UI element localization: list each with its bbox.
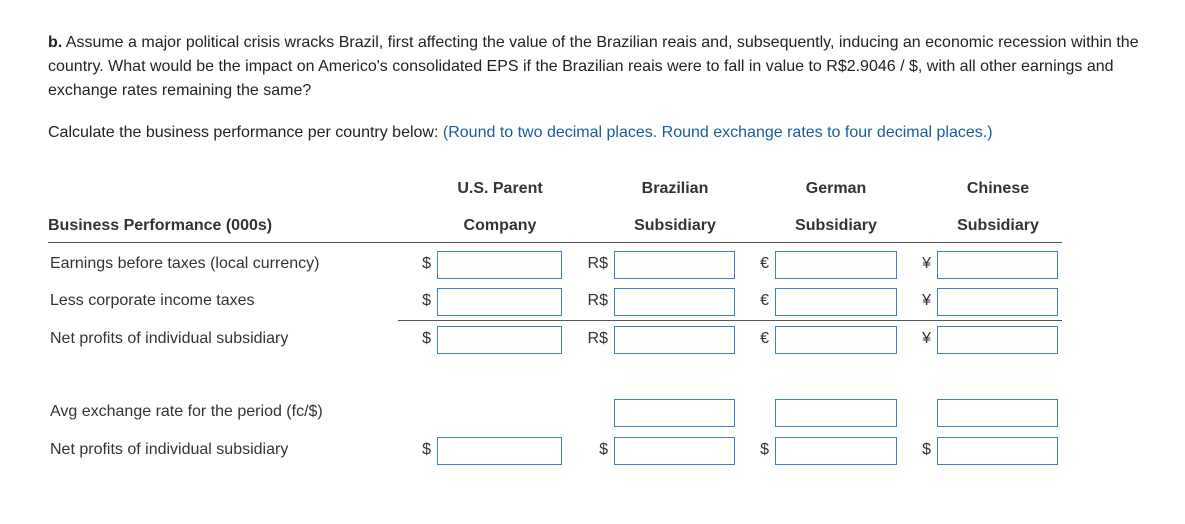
instruction: Calculate the business performance per c… bbox=[48, 121, 1158, 145]
answer-input[interactable] bbox=[775, 288, 897, 316]
answer-input[interactable] bbox=[937, 399, 1058, 427]
answer-input[interactable] bbox=[937, 288, 1058, 316]
question-text: Assume a major political crisis wracks B… bbox=[48, 34, 1139, 99]
column-header-top: U.S. Parent bbox=[457, 180, 543, 197]
currency-unit: € bbox=[760, 330, 769, 347]
answer-input[interactable] bbox=[775, 437, 897, 465]
currency-unit: ¥ bbox=[922, 255, 931, 272]
answer-input[interactable] bbox=[614, 399, 735, 427]
currency-unit: € bbox=[760, 292, 769, 309]
currency-unit: $ bbox=[422, 255, 431, 272]
column-header-top: Chinese bbox=[966, 180, 1030, 197]
currency-unit: R$ bbox=[587, 292, 608, 309]
answer-input[interactable] bbox=[614, 288, 735, 316]
row-label: Net profits of individual subsidiary bbox=[50, 441, 289, 458]
answer-input[interactable] bbox=[775, 251, 897, 279]
answer-input[interactable] bbox=[937, 437, 1058, 465]
answer-input[interactable] bbox=[437, 251, 562, 279]
instruction-text: Calculate the business performance per c… bbox=[48, 124, 439, 141]
currency-unit: $ bbox=[922, 441, 931, 458]
answer-input[interactable] bbox=[614, 326, 735, 354]
currency-unit: R$ bbox=[587, 255, 608, 272]
currency-unit: ¥ bbox=[922, 292, 931, 309]
instruction-note: (Round to two decimal places. Round exch… bbox=[442, 124, 993, 141]
currency-unit: $ bbox=[599, 441, 608, 458]
column-header: Subsidiary bbox=[634, 217, 716, 234]
currency-unit: $ bbox=[422, 441, 431, 458]
subtotal-rule bbox=[398, 320, 1062, 321]
answer-input[interactable] bbox=[437, 326, 562, 354]
answer-input[interactable] bbox=[775, 326, 897, 354]
column-header: Business Performance (000s) bbox=[48, 217, 273, 234]
answer-input[interactable] bbox=[614, 437, 735, 465]
answer-input[interactable] bbox=[937, 326, 1058, 354]
currency-unit: € bbox=[760, 255, 769, 272]
answer-input[interactable] bbox=[437, 288, 562, 316]
answer-input[interactable] bbox=[437, 437, 562, 465]
column-header-top: German bbox=[805, 180, 867, 197]
row-label: Earnings before taxes (local currency) bbox=[50, 255, 320, 272]
row-label: Avg exchange rate for the period (fc/$) bbox=[50, 403, 323, 420]
question-label: b. bbox=[48, 34, 63, 51]
column-header: Company bbox=[463, 217, 537, 234]
column-header-top: Brazilian bbox=[641, 180, 709, 197]
answer-input[interactable] bbox=[614, 251, 735, 279]
header-rule bbox=[48, 242, 1062, 243]
column-header: Subsidiary bbox=[795, 217, 877, 234]
answer-input[interactable] bbox=[937, 251, 1058, 279]
question: b. Assume a major political crisis wrack… bbox=[48, 31, 1166, 103]
column-header: Subsidiary bbox=[957, 217, 1039, 234]
currency-unit: R$ bbox=[587, 330, 608, 347]
row-label: Less corporate income taxes bbox=[50, 292, 255, 309]
answer-input[interactable] bbox=[775, 399, 897, 427]
currency-unit: ¥ bbox=[922, 330, 931, 347]
currency-unit: $ bbox=[760, 441, 769, 458]
currency-unit: $ bbox=[422, 330, 431, 347]
row-label: Net profits of individual subsidiary bbox=[50, 330, 289, 347]
currency-unit: $ bbox=[422, 292, 431, 309]
